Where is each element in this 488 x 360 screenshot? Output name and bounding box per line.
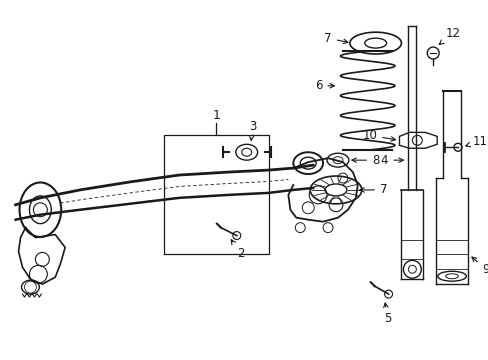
Text: 11: 11 bbox=[465, 135, 487, 148]
Text: 5: 5 bbox=[383, 303, 390, 325]
Text: 8: 8 bbox=[351, 154, 379, 167]
Text: 12: 12 bbox=[438, 27, 460, 45]
Text: 9: 9 bbox=[471, 257, 488, 276]
Text: 4: 4 bbox=[380, 154, 403, 167]
Text: 1: 1 bbox=[212, 109, 220, 122]
Text: 7: 7 bbox=[324, 32, 347, 45]
Text: 6: 6 bbox=[314, 79, 334, 92]
Text: 7: 7 bbox=[359, 183, 386, 197]
Text: 2: 2 bbox=[231, 240, 244, 260]
Text: 10: 10 bbox=[362, 129, 395, 142]
Text: 3: 3 bbox=[248, 120, 256, 140]
